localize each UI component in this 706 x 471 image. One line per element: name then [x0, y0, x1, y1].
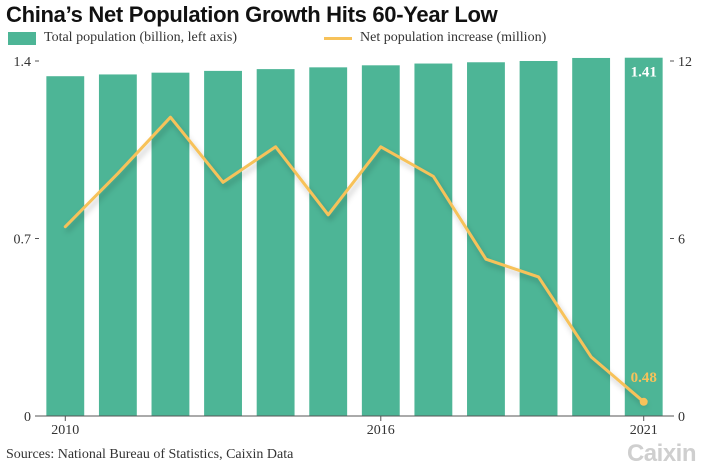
legend-label-line: Net population increase (million)	[360, 30, 547, 45]
bar-2019	[519, 61, 558, 416]
legend-swatch-line	[324, 36, 352, 40]
x-axis-tick-label: 2010	[51, 423, 79, 438]
left-axis-tick-label: 0.7	[14, 233, 32, 248]
bar-2015	[309, 67, 348, 416]
legend-item-line: Net population increase (million)	[324, 30, 546, 46]
net-increase-line	[63, 115, 646, 404]
bar-2011	[98, 74, 137, 417]
source-note: Sources: National Bureau of Statistics, …	[6, 447, 294, 462]
bar-2020	[572, 57, 611, 416]
last-point-label: 0.48	[631, 370, 657, 386]
legend-label-bar: Total population (billion, left axis)	[44, 30, 238, 45]
bar-2013	[204, 70, 242, 416]
bar-2010	[46, 76, 85, 416]
right-axis-tick-label: 0	[678, 410, 685, 425]
bar-2021	[624, 57, 663, 416]
last-bar-label: 1.41	[631, 65, 657, 81]
caixin-logo: Caixin	[626, 440, 697, 467]
bar-2012	[151, 72, 190, 417]
left-axis-tick-label: 1.4	[14, 55, 32, 70]
bar-2016	[361, 65, 400, 416]
left-axis-tick-label: 0	[24, 410, 31, 425]
x-axis-tick-label: 2016	[367, 423, 395, 438]
legend-swatch-bar	[8, 31, 36, 45]
bar-2017	[414, 63, 453, 417]
last-point-marker	[639, 397, 648, 406]
chart-title: China’s Net Population Growth Hits 60-Ye…	[6, 2, 498, 27]
bar-2014	[256, 69, 295, 416]
x-axis-tick-label: 2021	[630, 423, 658, 438]
legend-item-bar: Total population (billion, left axis)	[8, 30, 237, 46]
right-axis-tick-label: 12	[678, 55, 692, 70]
right-axis-tick-label: 6	[678, 233, 685, 248]
